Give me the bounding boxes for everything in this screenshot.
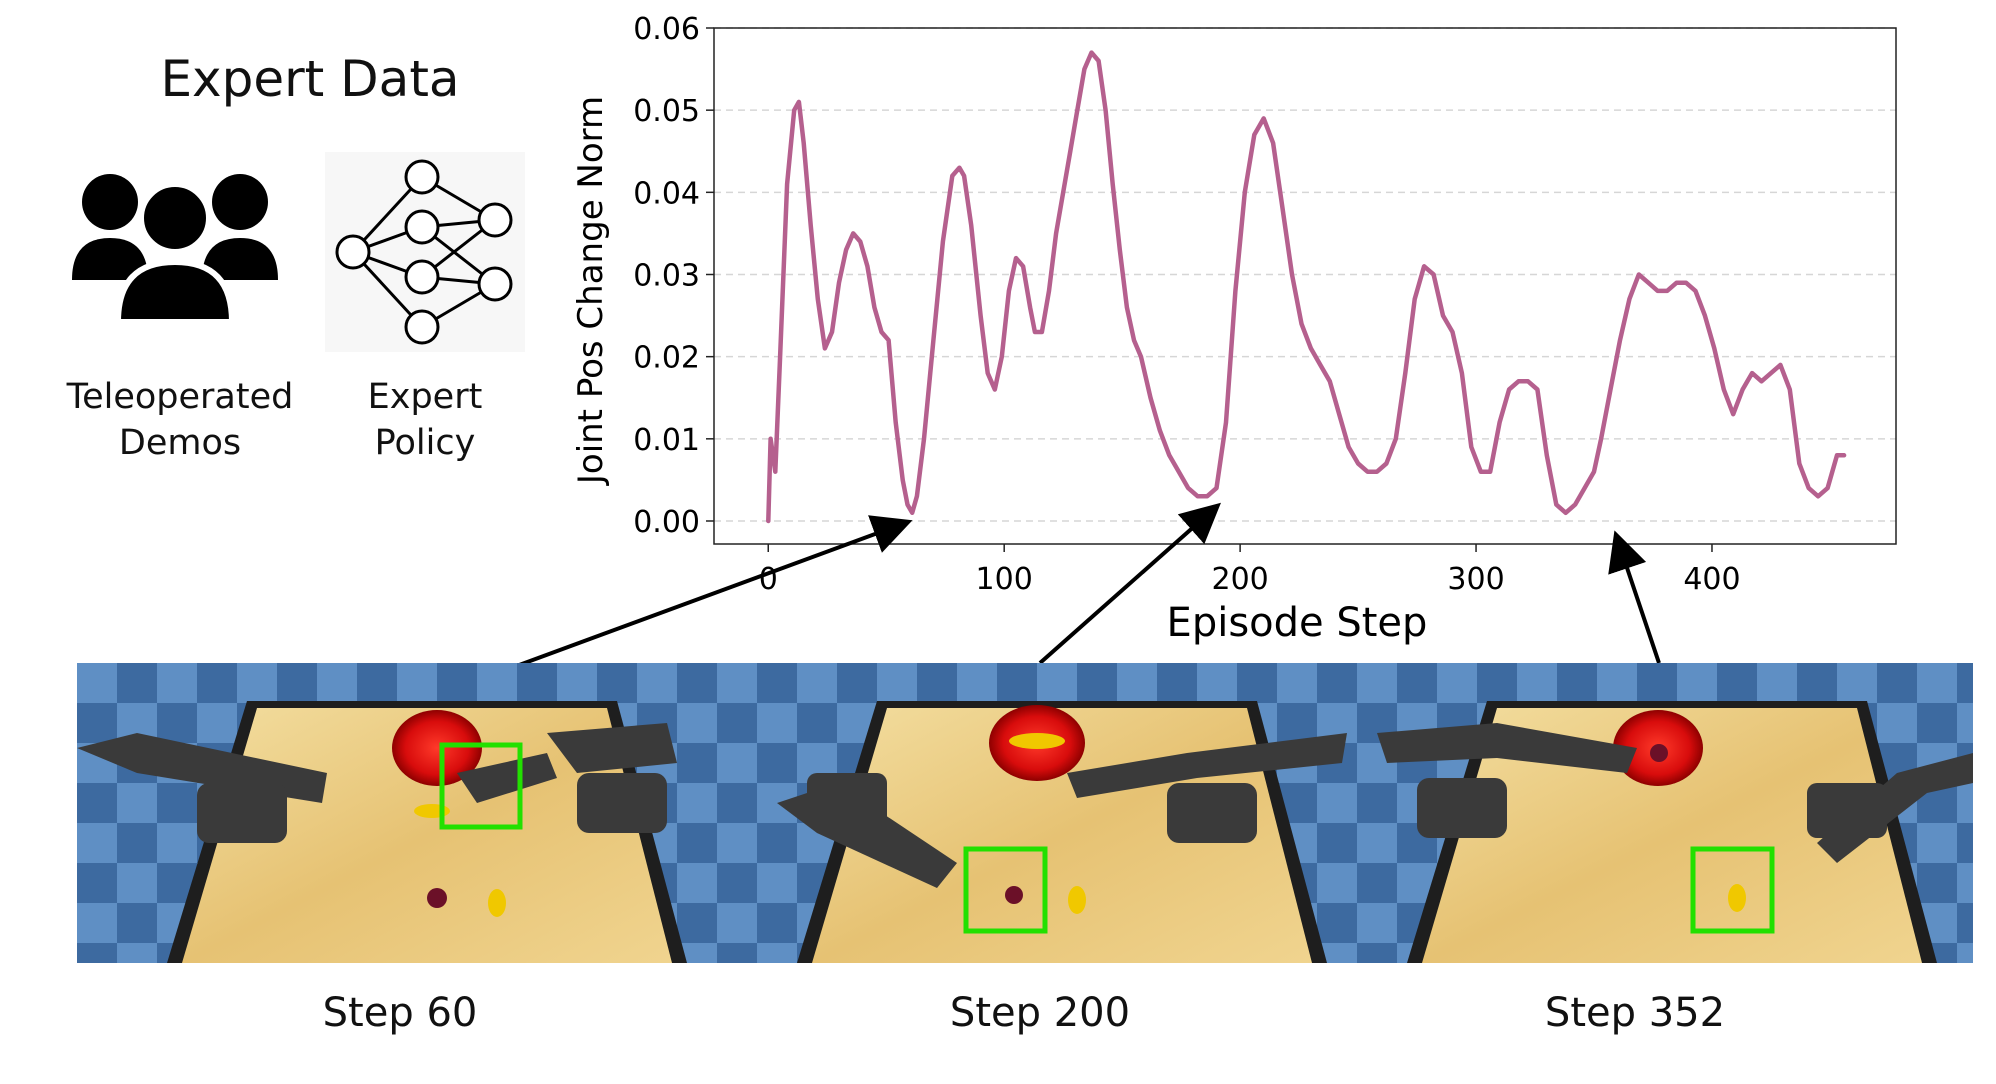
highlight-box-step-200 [963,846,1048,934]
y-tick-label: 0.06 [633,12,700,47]
expert-policy-label: Expert Policy [330,374,520,466]
arrow-step-352 [1608,530,1661,664]
series-line [766,50,1847,524]
y-axis-label: Joint Pos Change Norm [571,96,611,486]
highlight-box-step-60 [439,742,523,830]
policy-label-line2: Policy [374,423,476,463]
frame-step-60 [77,663,732,963]
x-tick-label: 400 [1683,562,1740,597]
x-tick-label: 200 [1211,562,1268,597]
y-tick-label: 0.03 [633,258,700,293]
step-label-200: Step 200 [949,990,1131,1036]
teleop-label-line2: Demos [118,423,242,463]
snapshot-strip [77,663,1973,963]
x-tick-label: 0 [759,562,778,597]
step-label-60: Step 60 [322,990,478,1036]
y-tick-label: 0.04 [633,176,700,211]
y-tick-label: 0.02 [633,341,700,376]
frame-step-200 [732,663,1352,963]
arrow-step-200 [1038,502,1221,665]
step-label-352: Step 352 [1544,990,1726,1036]
teleop-label-line1: Teleoperated [66,377,294,417]
teleoperated-demos-label: Teleoperated Demos [50,374,310,466]
expert-data-title: Expert Data [160,50,460,108]
x-tick-label: 100 [976,562,1033,597]
highlight-box-step-352 [1690,846,1775,934]
y-tick-label: 0.05 [633,94,700,129]
people-group-icon [72,174,278,325]
x-axis-label: Episode Step [1167,600,1428,646]
frame-step-352 [1352,663,1973,963]
y-tick-label: 0.01 [633,423,700,458]
policy-label-line1: Expert [367,377,483,417]
y-tick-label: 0.00 [633,505,700,540]
x-tick-label: 300 [1447,562,1504,597]
plot-frame [713,27,1897,545]
neural-network-icon [325,152,525,352]
